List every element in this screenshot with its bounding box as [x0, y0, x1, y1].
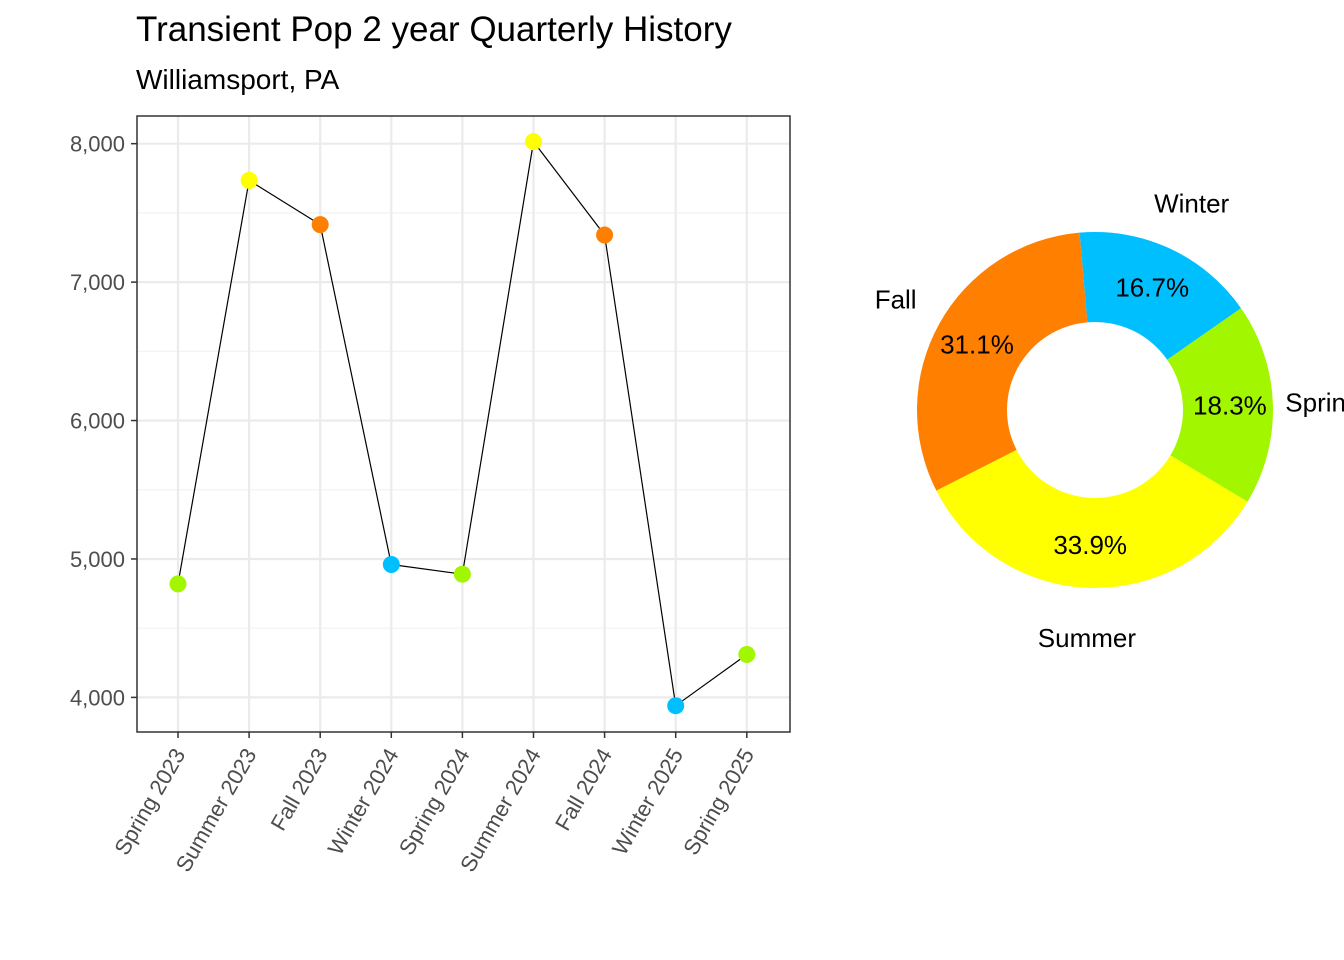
y-tick-label: 4,000: [70, 685, 125, 710]
data-point: [382, 556, 400, 574]
plot-panel-border: [136, 115, 791, 733]
x-tick-label: Winter 2025: [607, 744, 688, 859]
data-point: [453, 565, 471, 583]
chart-title: Transient Pop 2 year Quarterly History: [136, 10, 732, 49]
data-point: [738, 645, 756, 663]
y-tick-label: 7,000: [70, 270, 125, 295]
x-tick-label: Spring 2023: [109, 744, 190, 859]
data-point: [311, 216, 329, 234]
y-tick-label: 8,000: [70, 132, 125, 157]
series-line-segment: [391, 563, 463, 575]
line-chart-series: [169, 133, 756, 715]
series-line-segment: [248, 179, 321, 226]
data-point: [596, 226, 614, 244]
series-line-segment: [461, 141, 535, 575]
data-point: [240, 171, 258, 189]
chart-subtitle: Williamsport, PA: [136, 64, 340, 95]
series-line-segment: [177, 180, 250, 584]
data-point: [169, 575, 187, 593]
line-chart-grid: [137, 116, 790, 732]
x-tick-label: Fall 2023: [266, 744, 333, 835]
y-tick-label: 6,000: [70, 409, 125, 434]
data-point: [525, 133, 542, 151]
series-line-segment: [319, 224, 392, 565]
data-point: [667, 697, 685, 715]
series-line-segment: [604, 234, 677, 706]
series-line-segment: [533, 141, 606, 236]
x-tick-label: Spring 2024: [394, 744, 475, 859]
x-tick-label: Winter 2024: [323, 744, 404, 859]
series-line-segment: [675, 653, 748, 707]
x-tick-label: Spring 2025: [678, 744, 759, 859]
y-tick-label: 5,000: [70, 547, 125, 572]
x-tick-label: Fall 2024: [550, 744, 617, 835]
